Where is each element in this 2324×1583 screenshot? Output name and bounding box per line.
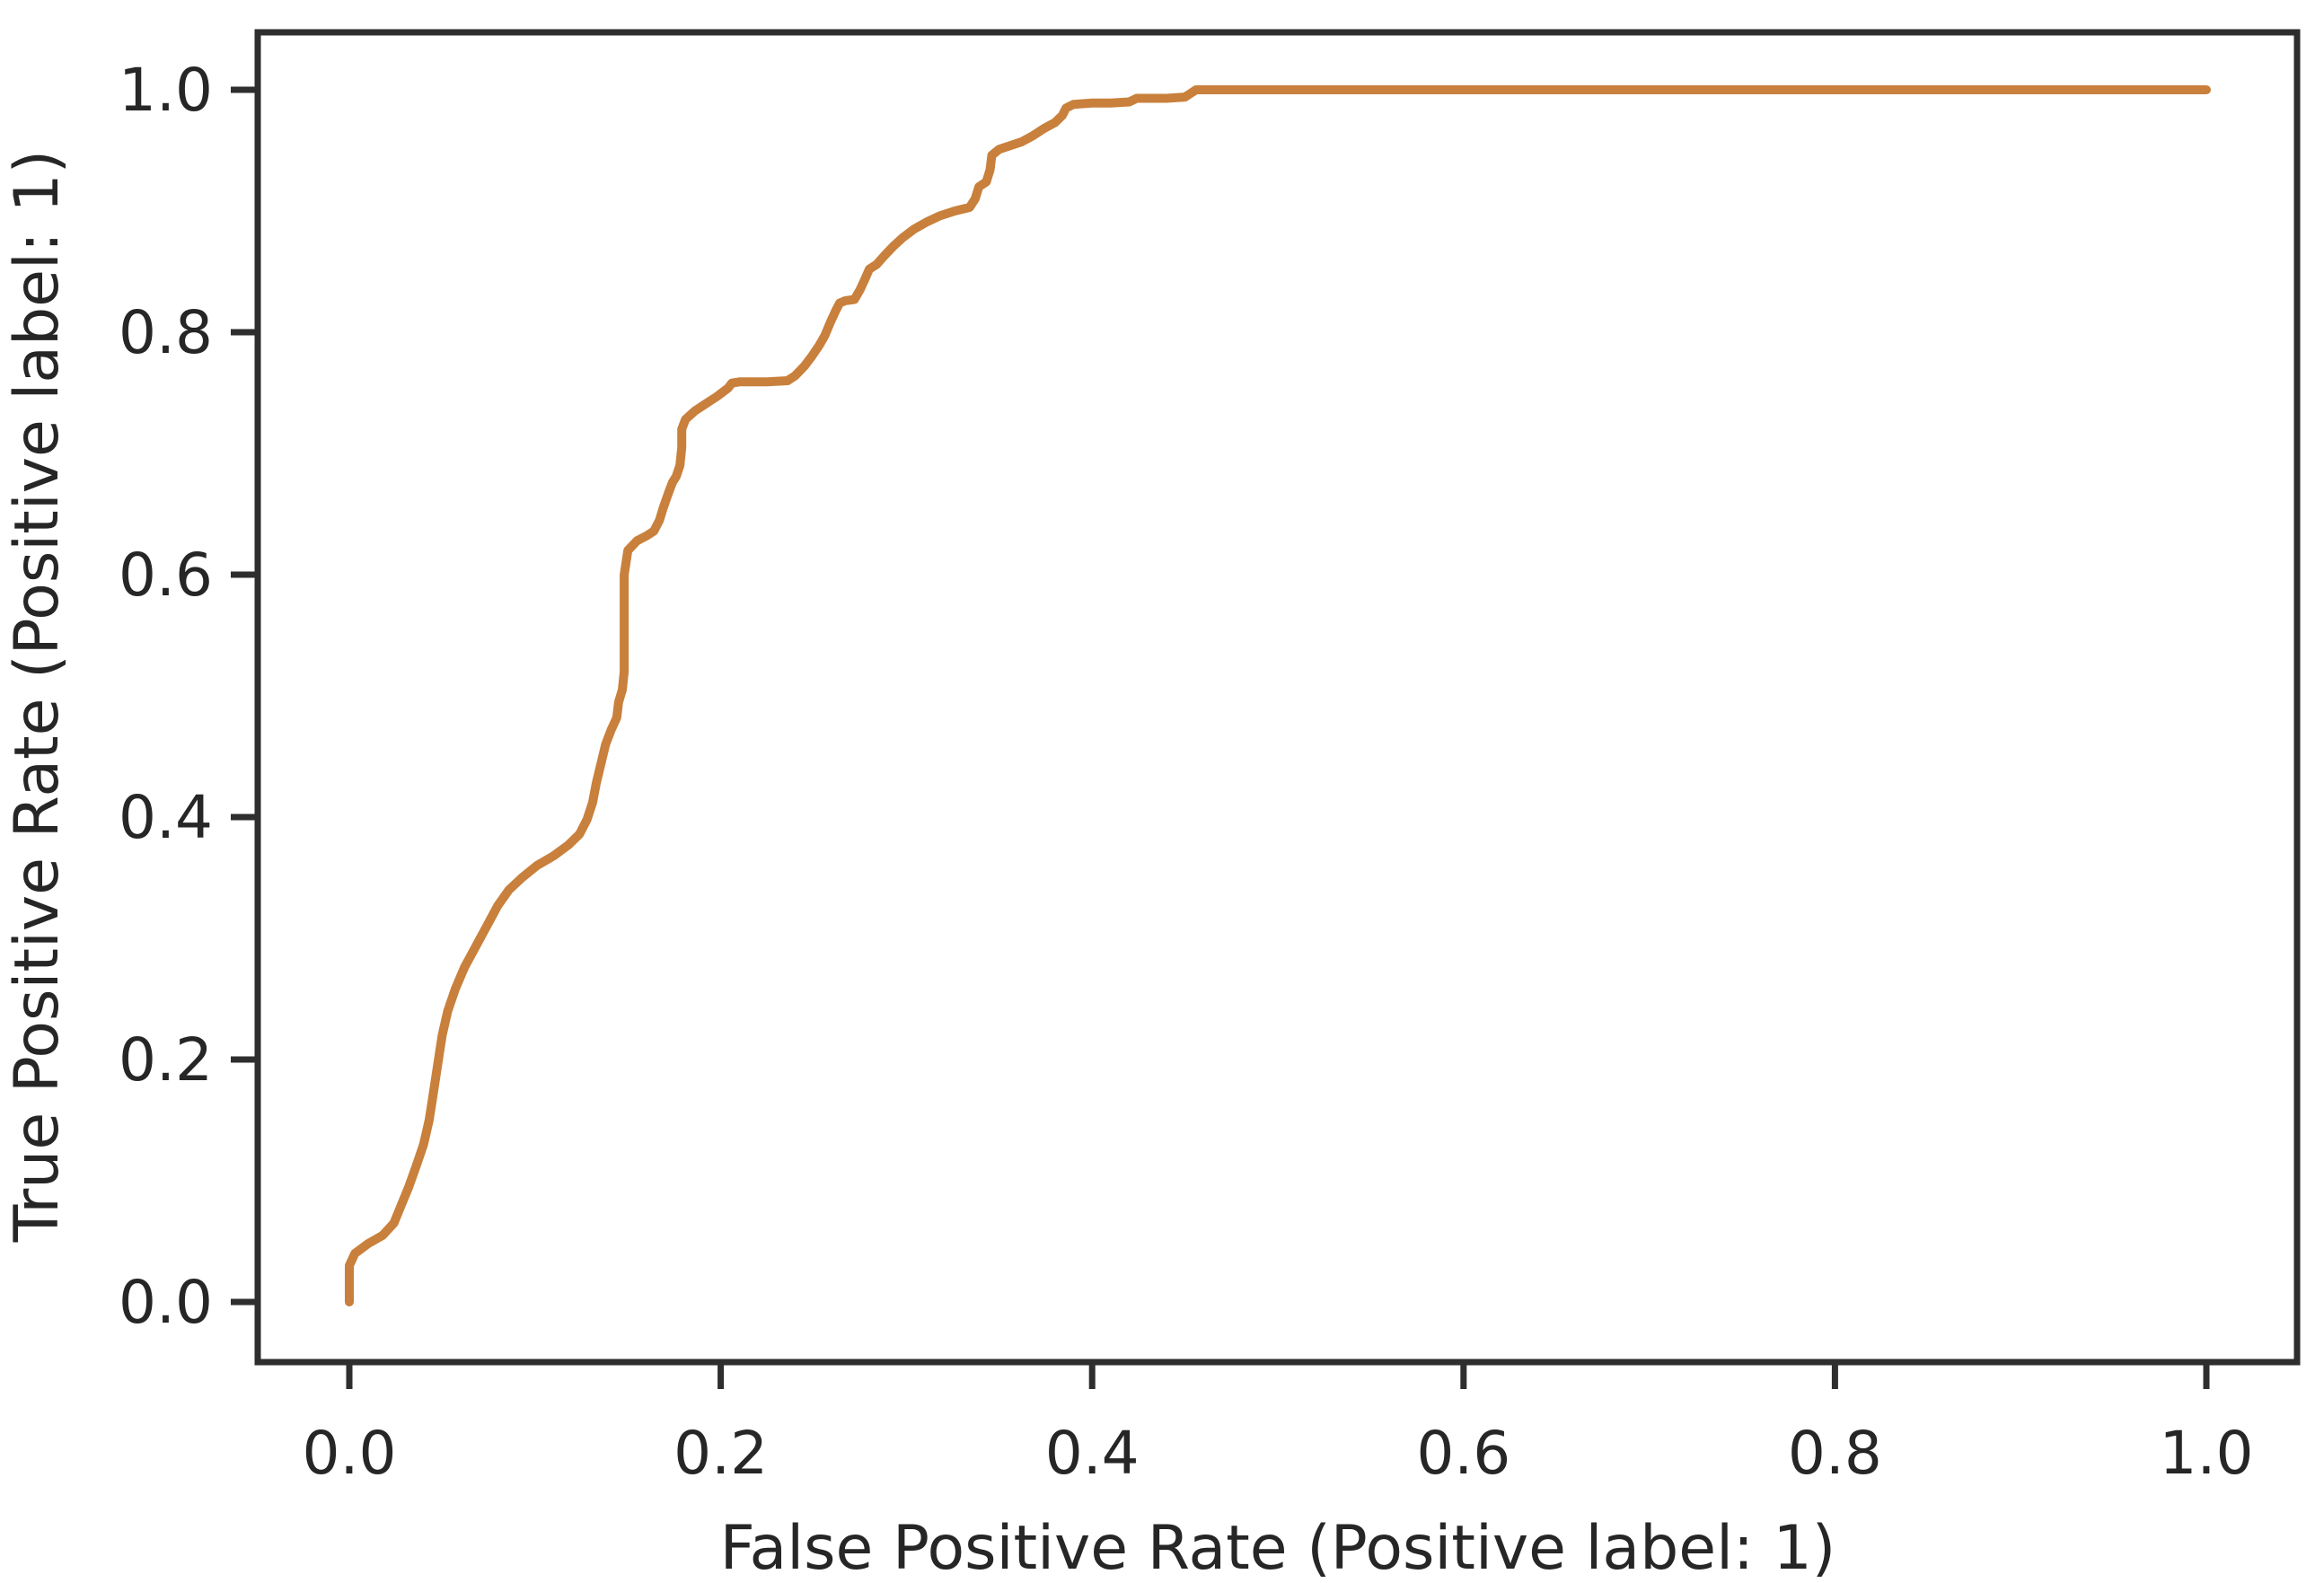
y-axis-tick-label: 0.4 — [119, 783, 213, 852]
y-axis-title: True Positive Rate (Positive label: 1) — [2, 150, 73, 1243]
plot-frame — [254, 29, 2301, 1366]
x-axis-tick-label: 0.6 — [1416, 1419, 1510, 1488]
y-axis-tick-label: 0.0 — [119, 1268, 213, 1337]
x-axis-tick-label: 0.0 — [303, 1419, 397, 1488]
roc-curve-line — [345, 85, 2211, 1306]
y-axis-tick-label: 0.6 — [119, 541, 213, 610]
x-axis-tick-label: 0.8 — [1788, 1419, 1882, 1488]
x-axis-tick-label: 1.0 — [2160, 1419, 2254, 1488]
x-axis-tick-label: 0.4 — [1045, 1419, 1140, 1488]
y-axis-tick-label: 0.2 — [119, 1025, 213, 1095]
x-axis-tick-label: 0.2 — [673, 1419, 768, 1488]
x-axis-title: False Positive Rate (Positive label: 1) — [720, 1513, 1836, 1583]
y-axis-tick-label: 0.8 — [119, 298, 213, 367]
y-axis-tick-label: 1.0 — [119, 56, 213, 125]
